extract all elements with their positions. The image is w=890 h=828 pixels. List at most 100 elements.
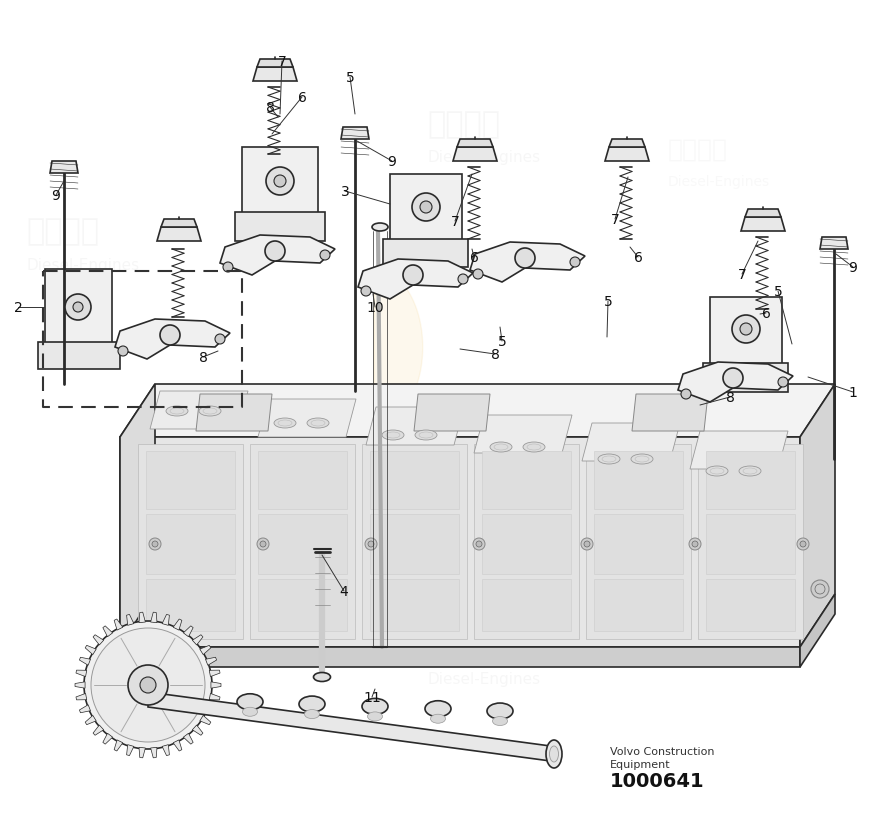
Polygon shape: [706, 514, 795, 575]
Circle shape: [692, 542, 698, 547]
Polygon shape: [706, 580, 795, 631]
Circle shape: [149, 538, 161, 551]
Ellipse shape: [425, 700, 451, 717]
Text: 4: 4: [340, 585, 348, 599]
Polygon shape: [383, 240, 468, 267]
Polygon shape: [800, 384, 835, 647]
Polygon shape: [162, 614, 169, 626]
Polygon shape: [45, 270, 112, 359]
Circle shape: [215, 335, 225, 344]
Circle shape: [128, 665, 168, 705]
Polygon shape: [370, 451, 459, 509]
Text: Equipment: Equipment: [610, 759, 671, 769]
Polygon shape: [341, 128, 369, 140]
Text: 紫发动力: 紫发动力: [427, 110, 500, 138]
Text: 5: 5: [773, 285, 782, 299]
Polygon shape: [146, 514, 235, 575]
Polygon shape: [192, 635, 203, 645]
Circle shape: [160, 325, 180, 345]
Circle shape: [515, 248, 535, 268]
Circle shape: [118, 347, 128, 357]
Polygon shape: [120, 647, 800, 667]
Circle shape: [412, 194, 440, 222]
Polygon shape: [358, 260, 473, 300]
Polygon shape: [258, 514, 347, 575]
Polygon shape: [103, 734, 113, 744]
Circle shape: [476, 542, 482, 547]
Polygon shape: [698, 445, 803, 639]
Polygon shape: [594, 451, 683, 509]
Text: Diesel-Engines: Diesel-Engines: [27, 258, 140, 272]
Circle shape: [732, 315, 760, 344]
Polygon shape: [745, 209, 781, 218]
Ellipse shape: [237, 694, 263, 710]
Text: 8: 8: [265, 101, 274, 115]
Ellipse shape: [431, 715, 446, 724]
Text: 8: 8: [198, 350, 207, 364]
Circle shape: [800, 542, 806, 547]
Polygon shape: [594, 580, 683, 631]
Polygon shape: [196, 394, 272, 431]
Polygon shape: [390, 175, 462, 256]
Ellipse shape: [362, 699, 388, 715]
Polygon shape: [482, 514, 571, 575]
Polygon shape: [114, 740, 123, 751]
Ellipse shape: [242, 707, 257, 716]
Polygon shape: [93, 725, 103, 735]
Text: 2: 2: [13, 301, 22, 315]
Polygon shape: [93, 635, 103, 645]
Circle shape: [584, 542, 590, 547]
Polygon shape: [85, 715, 96, 724]
Circle shape: [681, 389, 691, 400]
Polygon shape: [126, 614, 134, 626]
Circle shape: [689, 538, 701, 551]
Circle shape: [368, 542, 374, 547]
Polygon shape: [200, 646, 211, 655]
Text: Volvo Construction: Volvo Construction: [610, 746, 715, 756]
Polygon shape: [474, 445, 579, 639]
Circle shape: [811, 580, 829, 599]
Circle shape: [152, 542, 158, 547]
Ellipse shape: [415, 431, 437, 440]
Polygon shape: [79, 705, 91, 713]
Ellipse shape: [598, 455, 620, 465]
Polygon shape: [126, 744, 134, 756]
Circle shape: [274, 176, 286, 188]
Circle shape: [365, 538, 377, 551]
Polygon shape: [703, 363, 788, 392]
Polygon shape: [162, 744, 169, 756]
Polygon shape: [258, 451, 347, 509]
Circle shape: [740, 324, 752, 335]
Polygon shape: [257, 60, 293, 68]
Polygon shape: [206, 657, 216, 666]
Ellipse shape: [492, 717, 507, 725]
Polygon shape: [85, 646, 96, 655]
Polygon shape: [146, 451, 235, 509]
Text: 7: 7: [738, 267, 747, 282]
Polygon shape: [150, 392, 248, 430]
Ellipse shape: [490, 442, 512, 452]
Ellipse shape: [274, 418, 296, 428]
Polygon shape: [115, 320, 230, 359]
Text: 9: 9: [387, 155, 396, 169]
Polygon shape: [76, 671, 86, 676]
Polygon shape: [114, 619, 123, 630]
Ellipse shape: [307, 418, 329, 428]
Circle shape: [797, 538, 809, 551]
Polygon shape: [157, 228, 201, 242]
Polygon shape: [206, 705, 216, 713]
Circle shape: [265, 242, 285, 262]
Polygon shape: [609, 140, 645, 148]
Polygon shape: [139, 613, 145, 623]
Circle shape: [257, 538, 269, 551]
Ellipse shape: [631, 455, 653, 465]
Circle shape: [473, 538, 485, 551]
Text: 9: 9: [52, 189, 61, 203]
Polygon shape: [174, 740, 182, 751]
Polygon shape: [209, 671, 220, 676]
Polygon shape: [146, 580, 235, 631]
Polygon shape: [582, 423, 680, 461]
Text: 紫发动力: 紫发动力: [427, 632, 500, 660]
Polygon shape: [161, 219, 197, 228]
Ellipse shape: [313, 672, 330, 681]
